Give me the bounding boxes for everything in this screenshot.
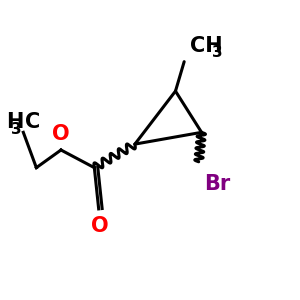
Text: C: C [25,112,40,132]
Text: O: O [91,216,109,236]
Text: H: H [6,112,23,132]
Text: Br: Br [205,174,231,194]
Text: 3: 3 [11,122,22,137]
Text: 3: 3 [212,45,222,60]
Text: O: O [52,124,70,144]
Text: CH: CH [190,36,223,56]
